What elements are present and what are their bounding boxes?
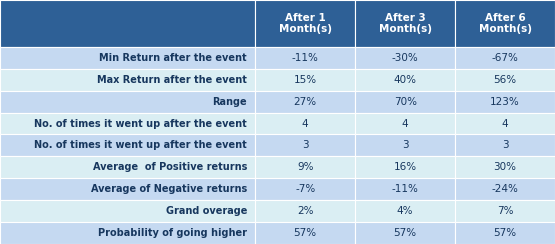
Bar [455,156,555,178]
Bar [455,222,555,244]
Bar [455,112,555,134]
Bar [255,69,355,91]
Text: 3: 3 [302,141,309,150]
Bar [355,0,455,47]
Text: 15%: 15% [294,75,317,85]
Bar [255,112,355,134]
Bar [355,47,455,69]
Bar [455,134,555,156]
Bar [355,178,455,200]
Text: 30%: 30% [493,162,517,172]
Bar [255,178,355,200]
Text: 9%: 9% [297,162,314,172]
Text: Probability of going higher: Probability of going higher [98,228,247,238]
Bar [255,156,355,178]
Bar [0,91,255,112]
Text: Average  of Positive returns: Average of Positive returns [93,162,247,172]
Bar [255,0,355,47]
Text: 4: 4 [402,119,408,129]
Bar [0,156,255,178]
Bar [0,69,255,91]
Bar [0,112,255,134]
Bar [355,222,455,244]
Text: 123%: 123% [490,97,520,107]
Text: No. of times it went up after the event: No. of times it went up after the event [34,119,247,129]
Text: 57%: 57% [294,228,317,238]
Text: 4: 4 [302,119,309,129]
Bar [355,200,455,222]
Bar [255,134,355,156]
Bar [255,91,355,112]
Text: -24%: -24% [492,184,518,194]
Text: -30%: -30% [392,53,418,63]
Text: 4%: 4% [397,206,413,216]
Text: After 3
Month(s): After 3 Month(s) [379,13,432,34]
Text: 56%: 56% [493,75,517,85]
Bar [0,200,255,222]
Text: 40%: 40% [393,75,417,85]
Bar [255,200,355,222]
Bar [355,112,455,134]
Bar [355,134,455,156]
Text: After 1
Month(s): After 1 Month(s) [279,13,332,34]
Text: -67%: -67% [492,53,518,63]
Text: 57%: 57% [493,228,517,238]
Bar [355,69,455,91]
Bar [455,0,555,47]
Bar [455,178,555,200]
Text: 27%: 27% [294,97,317,107]
Text: 3: 3 [402,141,408,150]
Text: 7%: 7% [497,206,513,216]
Text: Grand overage: Grand overage [165,206,247,216]
Text: 70%: 70% [393,97,417,107]
Text: After 6
Month(s): After 6 Month(s) [478,13,532,34]
Bar [0,222,255,244]
Bar [0,178,255,200]
Text: 4: 4 [502,119,508,129]
Bar [255,47,355,69]
Text: Max Return after the event: Max Return after the event [97,75,247,85]
Bar [0,47,255,69]
Bar [455,47,555,69]
Text: Average of Negative returns: Average of Negative returns [90,184,247,194]
Bar [255,222,355,244]
Text: -11%: -11% [292,53,319,63]
Text: Range: Range [213,97,247,107]
Bar [0,134,255,156]
Text: 57%: 57% [393,228,417,238]
Bar [455,200,555,222]
Text: Min Return after the event: Min Return after the event [99,53,247,63]
Bar [0,0,255,47]
Bar [455,69,555,91]
Bar [455,91,555,112]
Text: 16%: 16% [393,162,417,172]
Text: 2%: 2% [297,206,314,216]
Text: -7%: -7% [295,184,315,194]
Text: 3: 3 [502,141,508,150]
Text: -11%: -11% [392,184,418,194]
Bar [355,156,455,178]
Bar [355,91,455,112]
Text: No. of times it went up after the event: No. of times it went up after the event [34,141,247,150]
